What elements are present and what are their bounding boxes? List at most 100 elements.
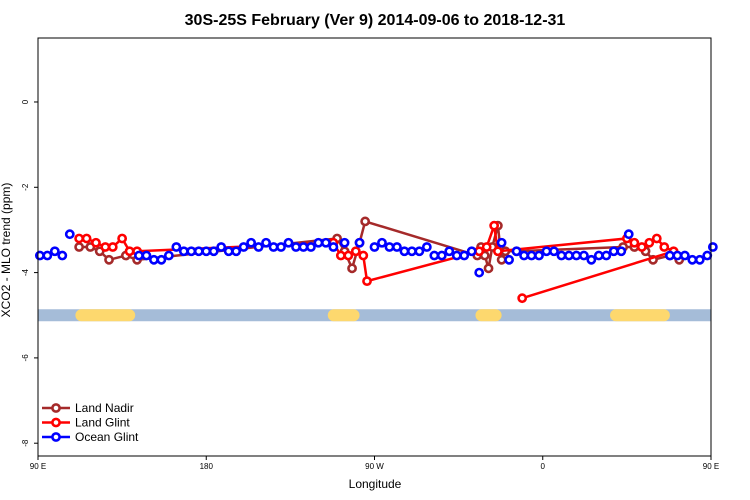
x-tick-label-1: 180 xyxy=(200,462,214,471)
point-ocean-glint-54 xyxy=(534,250,544,261)
y-axis: 0 -2 -4 -6 -8 xyxy=(21,99,38,447)
point-ocean-glint-66 xyxy=(623,229,634,240)
point-ocean-glint-53 xyxy=(526,250,537,261)
point-ocean-glint-57 xyxy=(556,250,567,261)
point-ocean-glint-7 xyxy=(149,254,159,265)
point-land-glint-6 xyxy=(124,246,135,257)
point-ocean-glint-1 xyxy=(42,250,53,261)
y-tick-label-4: -8 xyxy=(21,439,30,447)
point-ocean-glint-39 xyxy=(406,246,417,257)
point-ocean-glint-63 xyxy=(601,250,612,261)
point-ocean-glint-28 xyxy=(306,242,316,252)
point-land-glint-0 xyxy=(74,233,85,244)
point-ocean-glint-68 xyxy=(672,250,683,261)
point-ocean-glint-16 xyxy=(216,242,227,252)
series-ocean-glint xyxy=(34,229,718,278)
point-land-nadir-3 xyxy=(104,254,114,265)
point-ocean-glint-25 xyxy=(283,237,294,248)
point-ocean-glint-24 xyxy=(276,242,286,252)
point-ocean-glint-64 xyxy=(608,246,619,257)
point-ocean-glint-3 xyxy=(57,250,68,261)
legend-label-land-nadir: Land Nadir xyxy=(75,401,134,415)
land-band-3 xyxy=(610,309,670,322)
point-ocean-glint-36 xyxy=(384,242,395,252)
point-ocean-glint-18 xyxy=(231,246,242,257)
point-ocean-glint-55 xyxy=(541,246,552,257)
point-ocean-glint-2 xyxy=(49,246,60,257)
point-land-nadir-14 xyxy=(483,263,494,274)
point-land-nadir-17 xyxy=(496,254,507,265)
x-tick-label-4: 90 E xyxy=(703,462,719,471)
x-axis-label: Longitude xyxy=(349,477,402,491)
y-tick-label-0: 0 xyxy=(21,99,30,104)
point-ocean-glint-15 xyxy=(208,246,219,257)
point-ocean-glint-5 xyxy=(134,250,144,261)
point-land-glint-3 xyxy=(100,242,111,252)
legend-label-ocean-glint: Ocean Glint xyxy=(75,430,139,444)
x-tick-label-2: 90 W xyxy=(365,462,384,471)
point-land-nadir-10 xyxy=(360,216,371,227)
point-land-glint-5 xyxy=(117,233,128,244)
point-ocean-glint-51 xyxy=(511,246,522,257)
x-axis: 90 E 180 90 W 0 90 E xyxy=(30,456,719,471)
point-ocean-glint-14 xyxy=(201,246,212,257)
point-land-glint-1 xyxy=(81,233,92,244)
x-tick-label-3: 0 xyxy=(541,462,546,471)
point-ocean-glint-4 xyxy=(64,229,75,240)
point-land-glint-21 xyxy=(644,237,655,248)
y-tick-label-2: -4 xyxy=(21,268,30,276)
point-ocean-glint-47 xyxy=(466,246,477,257)
point-ocean-glint-73 xyxy=(707,242,718,252)
point-ocean-glint-42 xyxy=(429,250,440,261)
point-ocean-glint-49 xyxy=(496,237,507,248)
point-ocean-glint-58 xyxy=(564,250,574,261)
point-land-glint-10 xyxy=(343,250,354,261)
point-ocean-glint-22 xyxy=(261,237,271,248)
point-ocean-glint-9 xyxy=(163,250,174,261)
point-ocean-glint-61 xyxy=(586,254,597,265)
point-ocean-glint-10 xyxy=(171,242,182,252)
point-ocean-glint-72 xyxy=(702,250,713,261)
series-layer xyxy=(34,216,718,304)
land-band-1 xyxy=(327,309,360,322)
point-ocean-glint-12 xyxy=(186,246,197,257)
point-ocean-glint-20 xyxy=(246,237,257,248)
y-tick-label-3: -6 xyxy=(21,354,30,362)
point-ocean-glint-38 xyxy=(399,246,410,257)
point-ocean-glint-37 xyxy=(392,242,402,252)
point-land-nadir-8 xyxy=(347,263,357,274)
point-ocean-glint-21 xyxy=(253,242,264,252)
legend-marker-land-nadir xyxy=(51,403,61,413)
point-land-glint-23 xyxy=(659,242,670,252)
point-ocean-glint-62 xyxy=(593,250,604,261)
point-ocean-glint-71 xyxy=(694,254,705,265)
point-ocean-glint-23 xyxy=(268,242,279,252)
point-ocean-glint-33 xyxy=(354,237,365,248)
point-ocean-glint-43 xyxy=(436,250,447,261)
y-tick-label-1: -2 xyxy=(21,183,30,191)
point-land-glint-25 xyxy=(517,293,528,304)
point-ocean-glint-8 xyxy=(156,254,167,265)
point-land-glint-15 xyxy=(481,242,492,252)
point-ocean-glint-13 xyxy=(193,246,204,257)
point-ocean-glint-31 xyxy=(328,242,339,252)
point-ocean-glint-65 xyxy=(616,246,627,257)
point-ocean-glint-30 xyxy=(320,237,331,248)
point-land-glint-9 xyxy=(335,250,346,261)
point-land-glint-22 xyxy=(651,233,662,244)
point-ocean-glint-27 xyxy=(298,242,309,252)
point-land-glint-12 xyxy=(358,250,369,261)
point-ocean-glint-35 xyxy=(377,237,387,248)
point-land-glint-2 xyxy=(91,237,101,248)
point-ocean-glint-41 xyxy=(421,242,432,252)
legend-marker-land-glint xyxy=(51,417,61,428)
point-ocean-glint-26 xyxy=(291,242,301,252)
point-land-glint-11 xyxy=(350,246,361,257)
series-line-land-glint xyxy=(79,225,678,300)
point-ocean-glint-69 xyxy=(679,250,690,261)
x-tick-label-0: 90 E xyxy=(30,462,46,471)
point-ocean-glint-56 xyxy=(549,246,559,257)
y-axis-label: XCO2 - MLO trend (ppm) xyxy=(0,183,13,318)
